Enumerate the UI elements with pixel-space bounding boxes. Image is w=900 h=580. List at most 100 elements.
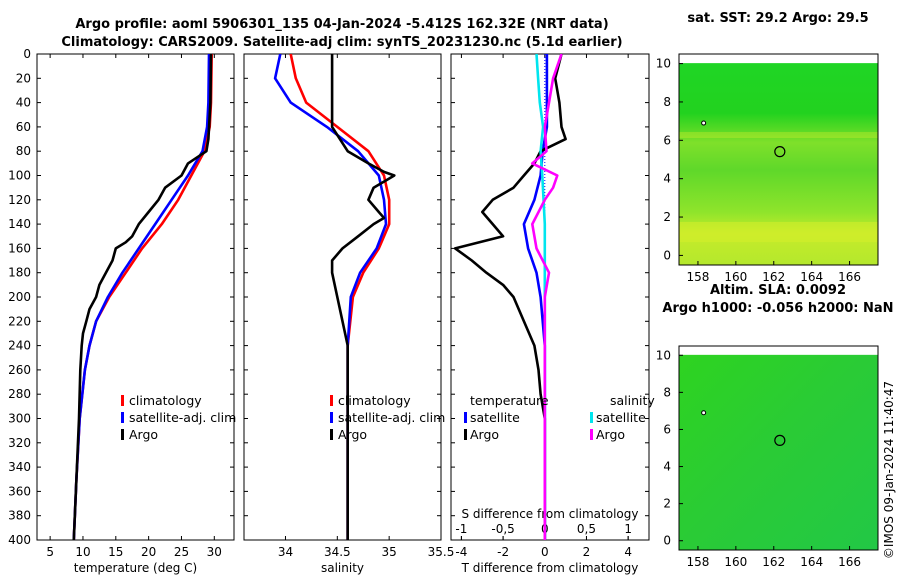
- map-y-tick-label: 10: [656, 348, 671, 362]
- map-x-tick-label: 158: [686, 555, 709, 569]
- map-y-tick-label: 6: [663, 133, 671, 147]
- legend-swatch-argo: [330, 429, 333, 440]
- y-tick-label: 260: [8, 363, 31, 377]
- map-y-tick-label: 4: [663, 172, 671, 186]
- y-tick-label: 60: [16, 120, 31, 134]
- map-x-tick-label: 164: [800, 555, 823, 569]
- y-tick-label: 180: [8, 266, 31, 280]
- map-x-tick-label: 164: [800, 270, 823, 284]
- x-axis-label: temperature (deg C): [74, 561, 197, 575]
- sla-field: [679, 346, 878, 550]
- map-y-tick-label: 8: [663, 385, 671, 399]
- legend-swatch-argo: [121, 429, 124, 440]
- map-y-tick-label: 2: [663, 497, 671, 511]
- map-y-tick-label: 0: [663, 534, 671, 548]
- legend-temp-climatology: climatology: [129, 393, 202, 408]
- legend-sal-argo: Argo: [338, 427, 367, 442]
- sst-band-warm: [679, 222, 878, 242]
- title-line2: Climatology: CARS2009. Satellite-adj cli…: [61, 35, 622, 50]
- legend-swatch-climatology: [330, 395, 333, 406]
- legend-swatch-temp-sat: [464, 412, 467, 423]
- legend-sal-satellite: satellite-adj. clim: [338, 410, 445, 425]
- y-tick-label: 240: [8, 339, 31, 353]
- map-y-tick-label: 10: [656, 57, 671, 71]
- series-group: [453, 54, 567, 540]
- sst-map: [678, 53, 879, 266]
- legend-diff-sal-argo: Argo: [596, 427, 625, 442]
- map-y-tick-label: 6: [663, 422, 671, 436]
- y-tick-label: 320: [8, 436, 31, 450]
- series-group: [72, 54, 213, 540]
- x-axis-label: T difference from climatology: [461, 561, 639, 575]
- map-x-tick-label: 160: [724, 270, 747, 284]
- map-x-tick-label: 162: [762, 555, 785, 569]
- y-tick-label: 300: [8, 412, 31, 426]
- salinity-legend: climatology satellite-adj. clim Argo: [330, 393, 445, 442]
- map-y-tick-label: 2: [663, 210, 671, 224]
- x-tick-label: 10: [75, 545, 90, 559]
- x-axis-label: salinity: [321, 561, 364, 575]
- y-tick-label: 360: [8, 484, 31, 498]
- title-line1: Argo profile: aoml 5906301_135 04-Jan-20…: [75, 17, 608, 32]
- temperature-legend: climatology satellite-adj. clim Argo: [121, 393, 236, 442]
- y-tick-label: 100: [8, 169, 31, 183]
- series-group: [273, 54, 396, 540]
- x-tick-label: 15: [108, 545, 123, 559]
- x-tick-label: 30: [207, 545, 222, 559]
- difference-legend: temperature salinity satellite Argo sate…: [464, 393, 655, 442]
- series-line-climatology: [289, 54, 391, 540]
- x-tick-label: 4: [624, 545, 632, 559]
- legend-swatch-satellite: [330, 412, 333, 423]
- sla-map-frame: [678, 345, 879, 551]
- y-tick-label: 340: [8, 460, 31, 474]
- y-tick-label: 120: [8, 193, 31, 207]
- series-line-satellite-adj-clim: [273, 54, 388, 540]
- x-tick-top-label: -0,5: [491, 522, 514, 536]
- y-tick-label: 220: [8, 314, 31, 328]
- plot-frame: [450, 53, 650, 541]
- y-tick-label: 40: [16, 96, 31, 110]
- x-axis-label-top: S difference from climatology: [462, 507, 639, 521]
- map-x-tick-label: 166: [838, 270, 861, 284]
- y-tick-label: 0: [23, 47, 31, 61]
- map-y-tick-label: 4: [663, 460, 671, 474]
- island-marker: [701, 410, 707, 416]
- sst-title: sat. SST: 29.2 Argo: 29.5: [687, 11, 868, 26]
- sst-band: [679, 132, 878, 138]
- legend-swatch-satellite: [121, 412, 124, 423]
- temperature-panel: 0 20 40 60 80 100 120 140 160 180 200 220 240 260 280 3…: [8, 47, 235, 575]
- y-tick-label: 20: [16, 71, 31, 85]
- legend-diff-temp-argo: Argo: [470, 427, 499, 442]
- legend-swatch-sal-argo: [590, 429, 593, 440]
- map-x-tick-label: 160: [724, 555, 747, 569]
- series-line-argo: [72, 54, 213, 540]
- island-marker: [701, 120, 707, 126]
- legend-diff-salinity: salinity: [610, 393, 655, 408]
- series-line-argo: [330, 54, 396, 540]
- x-tick-label: 35: [382, 545, 397, 559]
- x-tick-label: -2: [497, 545, 509, 559]
- legend-diff-sal-sat: satellite: [596, 410, 646, 425]
- map-x-tick-label: 158: [686, 270, 709, 284]
- y-tick-label: 280: [8, 387, 31, 401]
- x-tick-top-label: 1: [624, 522, 632, 536]
- sst-map-frame: [678, 53, 879, 266]
- map-y-tick-label: 0: [663, 248, 671, 262]
- map-x-tick-label: 162: [762, 270, 785, 284]
- x-tick-top-label: -1: [455, 522, 467, 536]
- x-tick-label: 25: [174, 545, 189, 559]
- legend-temp-argo: Argo: [129, 427, 158, 442]
- sla-title-2: Argo h1000: -0.056 h2000: NaN: [662, 301, 893, 316]
- sla-map-axes: 158 160 162 164 166 0 2 4 6 8 10: [656, 346, 878, 569]
- legend-diff-temp-sat: satellite: [470, 410, 520, 425]
- watermark: ©IMOS 09-Jan-2024 11:40:47: [882, 381, 896, 559]
- argo-location-marker: [774, 434, 786, 446]
- plot-frame: [36, 53, 235, 541]
- x-tick-label: -4: [455, 545, 467, 559]
- x-tick-label: 20: [141, 545, 156, 559]
- sla-title: Altim. SLA: 0.0092: [710, 283, 846, 298]
- map-x-tick-label: 166: [838, 555, 861, 569]
- x-tick-label: 5: [46, 545, 54, 559]
- y-tick-label: 380: [8, 509, 31, 523]
- x-tick-label: 35.5: [428, 545, 455, 559]
